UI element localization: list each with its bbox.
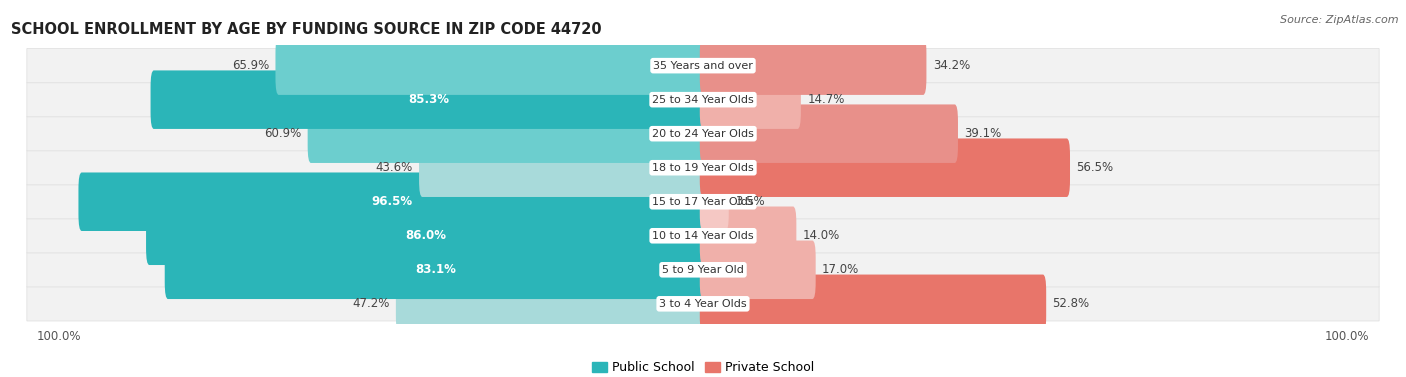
FancyBboxPatch shape: [146, 207, 706, 265]
Text: 3 to 4 Year Olds: 3 to 4 Year Olds: [659, 299, 747, 309]
Text: 83.1%: 83.1%: [415, 263, 456, 276]
FancyBboxPatch shape: [27, 253, 1379, 287]
FancyBboxPatch shape: [27, 49, 1379, 83]
Text: 18 to 19 Year Olds: 18 to 19 Year Olds: [652, 163, 754, 173]
FancyBboxPatch shape: [700, 37, 927, 95]
Text: 96.5%: 96.5%: [371, 195, 413, 208]
FancyBboxPatch shape: [27, 83, 1379, 117]
Text: 15 to 17 Year Olds: 15 to 17 Year Olds: [652, 197, 754, 207]
Text: 10 to 14 Year Olds: 10 to 14 Year Olds: [652, 231, 754, 241]
Text: 35 Years and over: 35 Years and over: [652, 61, 754, 70]
FancyBboxPatch shape: [308, 104, 706, 163]
FancyBboxPatch shape: [700, 104, 957, 163]
Legend: Public School, Private School: Public School, Private School: [588, 356, 818, 377]
FancyBboxPatch shape: [700, 241, 815, 299]
FancyBboxPatch shape: [396, 274, 706, 333]
FancyBboxPatch shape: [419, 138, 706, 197]
Text: 14.7%: 14.7%: [807, 93, 845, 106]
Text: 60.9%: 60.9%: [264, 127, 301, 140]
FancyBboxPatch shape: [27, 185, 1379, 219]
Text: 34.2%: 34.2%: [932, 59, 970, 72]
Text: 14.0%: 14.0%: [803, 229, 839, 242]
FancyBboxPatch shape: [700, 274, 1046, 333]
FancyBboxPatch shape: [27, 150, 1379, 185]
Text: 47.2%: 47.2%: [352, 297, 389, 310]
Text: SCHOOL ENROLLMENT BY AGE BY FUNDING SOURCE IN ZIP CODE 44720: SCHOOL ENROLLMENT BY AGE BY FUNDING SOUR…: [11, 22, 602, 37]
Text: Source: ZipAtlas.com: Source: ZipAtlas.com: [1281, 15, 1399, 25]
FancyBboxPatch shape: [150, 70, 706, 129]
FancyBboxPatch shape: [165, 241, 706, 299]
FancyBboxPatch shape: [27, 219, 1379, 253]
FancyBboxPatch shape: [700, 207, 796, 265]
FancyBboxPatch shape: [700, 173, 728, 231]
Text: 43.6%: 43.6%: [375, 161, 412, 174]
Text: 20 to 24 Year Olds: 20 to 24 Year Olds: [652, 129, 754, 139]
Text: 86.0%: 86.0%: [406, 229, 447, 242]
FancyBboxPatch shape: [27, 116, 1379, 151]
Text: 3.5%: 3.5%: [735, 195, 765, 208]
FancyBboxPatch shape: [276, 37, 706, 95]
Text: 56.5%: 56.5%: [1077, 161, 1114, 174]
FancyBboxPatch shape: [79, 173, 706, 231]
FancyBboxPatch shape: [700, 138, 1070, 197]
Text: 5 to 9 Year Old: 5 to 9 Year Old: [662, 265, 744, 275]
FancyBboxPatch shape: [27, 287, 1379, 321]
Text: 52.8%: 52.8%: [1053, 297, 1090, 310]
Text: 39.1%: 39.1%: [965, 127, 1001, 140]
FancyBboxPatch shape: [700, 70, 801, 129]
Text: 17.0%: 17.0%: [823, 263, 859, 276]
Text: 65.9%: 65.9%: [232, 59, 269, 72]
Text: 85.3%: 85.3%: [408, 93, 449, 106]
Text: 25 to 34 Year Olds: 25 to 34 Year Olds: [652, 95, 754, 105]
